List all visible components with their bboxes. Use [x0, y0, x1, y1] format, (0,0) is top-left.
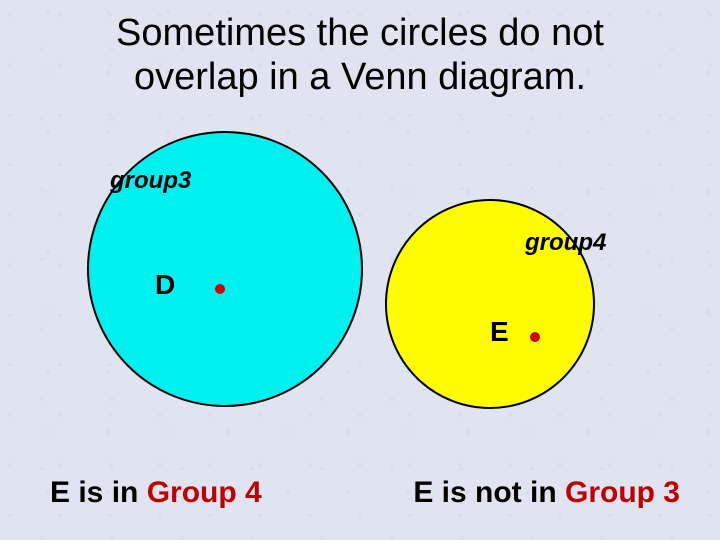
caption-right-red: Group 3	[565, 476, 680, 509]
venn-diagram: group3 group4 D E	[0, 109, 720, 449]
point-label-D: D	[155, 269, 175, 301]
bottom-captions: E is in Group 4 E is not in Group 3	[0, 476, 720, 510]
title-line1: Sometimes the circles do not	[116, 12, 604, 54]
point-label-E: E	[490, 316, 509, 348]
caption-right-black: E is not in	[413, 476, 565, 509]
slide-title: Sometimes the circles do not overlap in …	[0, 0, 720, 99]
caption-left-red: Group 4	[147, 476, 262, 509]
title-line2: overlap in a Venn diagram.	[134, 56, 586, 98]
caption-right: E is not in Group 3	[413, 476, 680, 510]
caption-left: E is in Group 4	[50, 476, 262, 510]
caption-left-black: E is in	[50, 476, 147, 509]
label-group3: group3	[110, 167, 191, 195]
label-group4: group4	[525, 229, 606, 257]
